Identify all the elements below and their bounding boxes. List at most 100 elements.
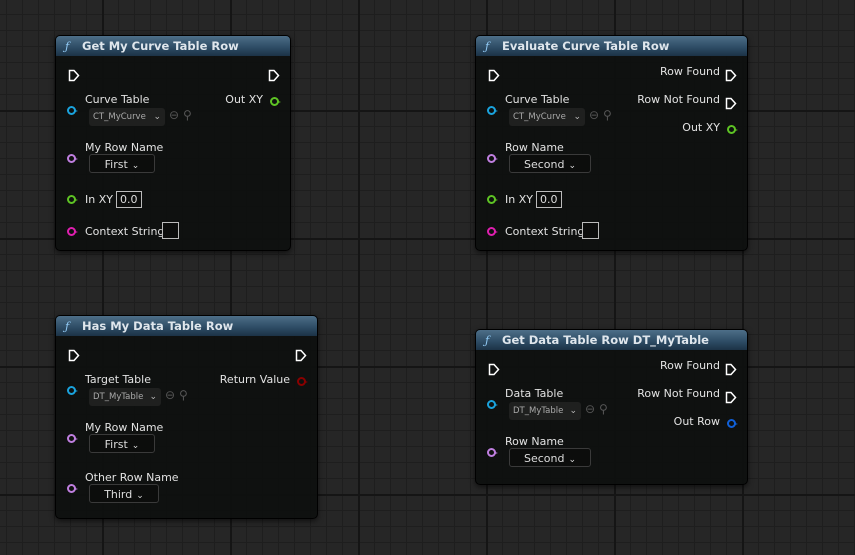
in-xy-field[interactable]: 0.0 <box>116 191 142 208</box>
in-xy-field[interactable]: 0.0 <box>536 191 562 208</box>
use-selected-arrow-icon[interactable]: ⊖ <box>165 388 176 402</box>
context-string-input-pin[interactable] <box>67 227 78 236</box>
selected-value: Second <box>523 158 565 171</box>
node-title: Get My Curve Table Row <box>82 39 239 53</box>
table-input-pin[interactable] <box>487 400 498 409</box>
row-name-dropdown[interactable]: Second ⌄ <box>509 448 591 467</box>
row-found-exec-pin[interactable] <box>725 361 737 376</box>
browse-search-icon[interactable]: ⚲ <box>179 388 188 402</box>
output-pin-label: Return Value <box>219 373 290 386</box>
exec-output-pin[interactable] <box>295 347 307 362</box>
context-string-field[interactable] <box>582 222 599 239</box>
row-name-label: My Row Name <box>85 421 164 434</box>
row-name-input-pin[interactable] <box>487 448 498 457</box>
table-pin-label: Target Table <box>85 373 151 386</box>
row-name-dropdown[interactable]: First ⌄ <box>89 154 155 173</box>
exec-output-pin[interactable] <box>268 67 280 82</box>
node-header[interactable]: ƒ Has My Data Table Row <box>56 316 317 336</box>
in-xy-input-pin[interactable] <box>67 195 78 204</box>
asset-name: CT_MyCurve <box>93 112 146 122</box>
use-selected-arrow-icon[interactable]: ⊖ <box>589 108 600 122</box>
asset-picker-dropdown[interactable]: DT_MyTable ⌄ <box>89 388 161 406</box>
in-xy-label: In XY <box>85 193 113 206</box>
asset-name: DT_MyTable <box>93 392 144 402</box>
selected-value: Third <box>104 488 133 501</box>
output-pin-label: Out XY <box>225 93 263 106</box>
exec-input-pin[interactable] <box>68 67 80 82</box>
row-found-label: Row Found <box>660 65 720 78</box>
selected-value: First <box>104 158 128 171</box>
row-name-dropdown[interactable]: First ⌄ <box>89 434 155 453</box>
output-pin[interactable] <box>297 377 308 386</box>
chevron-down-icon: ⌄ <box>568 455 577 465</box>
other-row-name-input-pin[interactable] <box>67 484 78 493</box>
chevron-down-icon: ⌄ <box>136 491 144 501</box>
selected-value: Second <box>523 452 565 465</box>
row-name-label: My Row Name <box>85 141 164 154</box>
row-not-found-label: Row Not Found <box>637 93 720 106</box>
context-string-input-pin[interactable] <box>487 227 498 236</box>
table-input-pin[interactable] <box>67 386 78 395</box>
exec-input-pin[interactable] <box>488 361 500 376</box>
node-header[interactable]: ƒ Get My Curve Table Row <box>56 36 290 56</box>
other-row-name-label: Other Row Name <box>85 471 179 484</box>
chevron-down-icon: ⌄ <box>149 392 157 402</box>
table-input-pin[interactable] <box>67 106 78 115</box>
node-has-my-data-table-row[interactable]: ƒ Has My Data Table Row Target Table DT_MyT… <box>55 315 318 519</box>
browse-search-icon[interactable]: ⚲ <box>183 108 192 122</box>
browse-search-icon[interactable]: ⚲ <box>599 402 608 416</box>
in-xy-label: In XY <box>505 193 533 206</box>
table-input-pin[interactable] <box>487 106 498 115</box>
node-title: Has My Data Table Row <box>82 319 234 333</box>
function-icon: ƒ <box>485 333 490 347</box>
row-name-dropdown[interactable]: Second ⌄ <box>509 154 591 173</box>
node-get-data-table-row-dt-mytable[interactable]: ƒ Get Data Table Row DT_MyTable Row Found R… <box>475 329 748 485</box>
node-evaluate-curve-table-row[interactable]: ƒ Evaluate Curve Table Row Row Found Row No… <box>475 35 748 251</box>
table-pin-label: Data Table <box>505 387 564 400</box>
row-name-input-pin[interactable] <box>67 154 78 163</box>
table-pin-label: Curve Table <box>85 93 150 106</box>
row-found-exec-pin[interactable] <box>725 67 737 82</box>
function-icon: ƒ <box>65 319 70 333</box>
context-string-field[interactable] <box>162 222 179 239</box>
context-string-label: Context String <box>505 225 585 238</box>
chevron-down-icon: ⌄ <box>153 112 161 122</box>
use-selected-arrow-icon[interactable]: ⊖ <box>169 108 180 122</box>
node-header[interactable]: ƒ Get Data Table Row DT_MyTable <box>476 330 747 350</box>
exec-input-pin[interactable] <box>68 347 80 362</box>
selected-value: First <box>104 438 128 451</box>
context-string-label: Context String <box>85 225 165 238</box>
exec-input-pin[interactable] <box>488 67 500 82</box>
chevron-down-icon: ⌄ <box>131 161 140 171</box>
node-title: Get Data Table Row DT_MyTable <box>502 333 709 347</box>
output-pin[interactable] <box>270 97 281 106</box>
use-selected-arrow-icon[interactable]: ⊖ <box>585 402 596 416</box>
row-name-label: Row Name <box>505 141 564 154</box>
output-pin-label: Out XY <box>682 121 720 134</box>
row-name-input-pin[interactable] <box>487 154 498 163</box>
node-get-my-curve-table-row[interactable]: ƒ Get My Curve Table Row Curve Table CT_MyC… <box>55 35 291 251</box>
output-pin[interactable] <box>727 125 738 134</box>
row-not-found-exec-pin[interactable] <box>725 95 737 110</box>
row-not-found-exec-pin[interactable] <box>725 389 737 404</box>
browse-search-icon[interactable]: ⚲ <box>603 108 612 122</box>
asset-name: DT_MyTable <box>513 406 564 416</box>
chevron-down-icon: ⌄ <box>131 441 140 451</box>
output-pin[interactable] <box>727 419 738 428</box>
node-title: Evaluate Curve Table Row <box>502 39 670 53</box>
node-header[interactable]: ƒ Evaluate Curve Table Row <box>476 36 747 56</box>
function-icon: ƒ <box>485 39 490 53</box>
in-xy-input-pin[interactable] <box>487 195 498 204</box>
asset-name: CT_MyCurve <box>513 112 566 122</box>
output-pin-label: Out Row <box>673 415 720 428</box>
asset-picker-dropdown[interactable]: CT_MyCurve ⌄ <box>89 108 165 126</box>
other-row-name-dropdown[interactable]: Third ⌄ <box>89 484 159 503</box>
function-icon: ƒ <box>65 39 70 53</box>
row-not-found-label: Row Not Found <box>637 387 720 400</box>
row-name-label: Row Name <box>505 435 564 448</box>
asset-picker-dropdown[interactable]: DT_MyTable ⌄ <box>509 402 581 420</box>
asset-picker-dropdown[interactable]: CT_MyCurve ⌄ <box>509 108 585 126</box>
table-pin-label: Curve Table <box>505 93 570 106</box>
row-name-input-pin[interactable] <box>67 434 78 443</box>
row-found-label: Row Found <box>660 359 720 372</box>
